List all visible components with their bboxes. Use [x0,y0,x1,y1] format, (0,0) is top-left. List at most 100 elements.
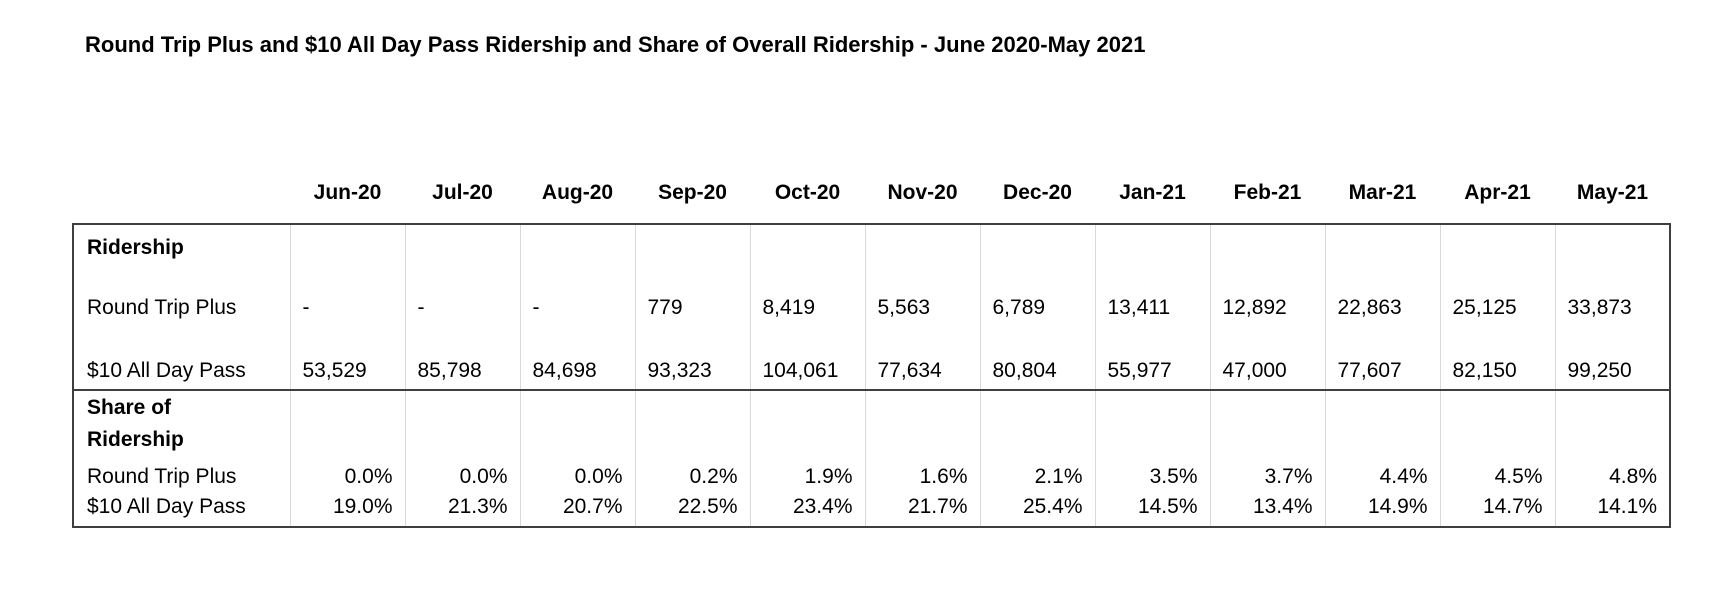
month-header: May-21 [1555,155,1670,225]
row-label: $10 All Day Pass [72,324,290,391]
month-header: Feb-21 [1210,155,1325,225]
empty-cell [1554,224,1671,262]
value-cell: 22,863 [1324,262,1440,324]
empty-cell [1209,390,1325,458]
value-cell: 20.7% [519,491,635,528]
value-cell: 3.7% [1209,458,1325,491]
empty-cell [404,224,520,262]
value-cell: 13.4% [1209,491,1325,528]
value-cell: 0.2% [634,458,750,491]
value-cell: 0.0% [404,458,520,491]
value-cell: 22.5% [634,491,750,528]
empty-cell [519,390,635,458]
value-cell: 47,000 [1209,324,1325,391]
value-cell: 12,892 [1209,262,1325,324]
empty-cell [289,224,405,262]
month-header: Aug-20 [520,155,635,225]
table-title: Round Trip Plus and $10 All Day Pass Rid… [85,32,1146,57]
corner-cell [73,155,290,225]
month-header-row: Jun-20 Jul-20 Aug-20 Sep-20 Oct-20 Nov-2… [73,155,1670,225]
value-cell: 23.4% [749,491,865,528]
value-cell: 3.5% [1094,458,1210,491]
row-label: Round Trip Plus [72,262,290,324]
empty-cell [749,390,865,458]
empty-cell [1324,390,1440,458]
value-cell: 99,250 [1554,324,1671,391]
empty-cell [1554,390,1671,458]
empty-cell [519,224,635,262]
value-cell: 33,873 [1554,262,1671,324]
value-cell: 55,977 [1094,324,1210,391]
table-row-all-day-pass-ridership: $10 All Day Pass 53,529 85,798 84,698 93… [72,324,1671,391]
empty-cell [1094,224,1210,262]
value-cell: 77,634 [864,324,980,391]
month-header: Apr-21 [1440,155,1555,225]
value-cell: 25.4% [979,491,1095,528]
value-cell: 1.6% [864,458,980,491]
value-cell: 4.5% [1439,458,1555,491]
month-header: Jul-20 [405,155,520,225]
table-row-all-day-pass-share: $10 All Day Pass 19.0% 21.3% 20.7% 22.5%… [72,491,1671,528]
value-cell: 25,125 [1439,262,1555,324]
empty-cell [979,390,1095,458]
value-cell: 77,607 [1324,324,1440,391]
value-cell: - [404,262,520,324]
value-cell: 14.9% [1324,491,1440,528]
empty-cell [1094,390,1210,458]
value-cell: 85,798 [404,324,520,391]
month-header: Mar-21 [1325,155,1440,225]
month-header: Sep-20 [635,155,750,225]
empty-cell [634,390,750,458]
value-cell: 21.3% [404,491,520,528]
section-row-share-of-ridership: Share of Ridership [72,390,1671,458]
value-cell: 4.4% [1324,458,1440,491]
empty-cell [289,390,405,458]
value-cell: 0.0% [289,458,405,491]
month-header: Oct-20 [750,155,865,225]
value-cell: 1.9% [749,458,865,491]
month-header: Dec-20 [980,155,1095,225]
value-cell: 21.7% [864,491,980,528]
value-cell: 84,698 [519,324,635,391]
empty-cell [749,224,865,262]
value-cell: 13,411 [1094,262,1210,324]
month-header: Jun-20 [290,155,405,225]
month-header: Nov-20 [865,155,980,225]
value-cell: 82,150 [1439,324,1555,391]
value-cell: 14.5% [1094,491,1210,528]
section-label-text: Share of Ridership [87,396,184,451]
empty-cell [1439,224,1555,262]
value-cell: 80,804 [979,324,1095,391]
empty-cell [634,224,750,262]
empty-cell [1209,224,1325,262]
section-label-ridership: Ridership [72,224,290,262]
empty-cell [404,390,520,458]
value-cell: 19.0% [289,491,405,528]
row-label: $10 All Day Pass [72,491,290,528]
value-cell: 779 [634,262,750,324]
value-cell: 8,419 [749,262,865,324]
value-cell: 0.0% [519,458,635,491]
empty-cell [864,224,980,262]
month-header: Jan-21 [1095,155,1210,225]
value-cell: 53,529 [289,324,405,391]
section-label-share-of-ridership: Share of Ridership [72,390,290,458]
empty-cell [979,224,1095,262]
value-cell: 14.1% [1554,491,1671,528]
ridership-table: Jun-20 Jul-20 Aug-20 Sep-20 Oct-20 Nov-2… [72,155,1671,528]
value-cell: 6,789 [979,262,1095,324]
value-cell: 4.8% [1554,458,1671,491]
value-cell: 93,323 [634,324,750,391]
value-cell: 104,061 [749,324,865,391]
value-cell: 5,563 [864,262,980,324]
table-row-round-trip-plus-ridership: Round Trip Plus - - - 779 8,419 5,563 6,… [72,262,1671,324]
value-cell: - [519,262,635,324]
empty-cell [864,390,980,458]
value-cell: - [289,262,405,324]
value-cell: 2.1% [979,458,1095,491]
value-cell: 14.7% [1439,491,1555,528]
row-label: Round Trip Plus [72,458,290,491]
table-row-round-trip-plus-share: Round Trip Plus 0.0% 0.0% 0.0% 0.2% 1.9%… [72,458,1671,491]
section-row-ridership: Ridership [72,224,1671,262]
empty-cell [1324,224,1440,262]
